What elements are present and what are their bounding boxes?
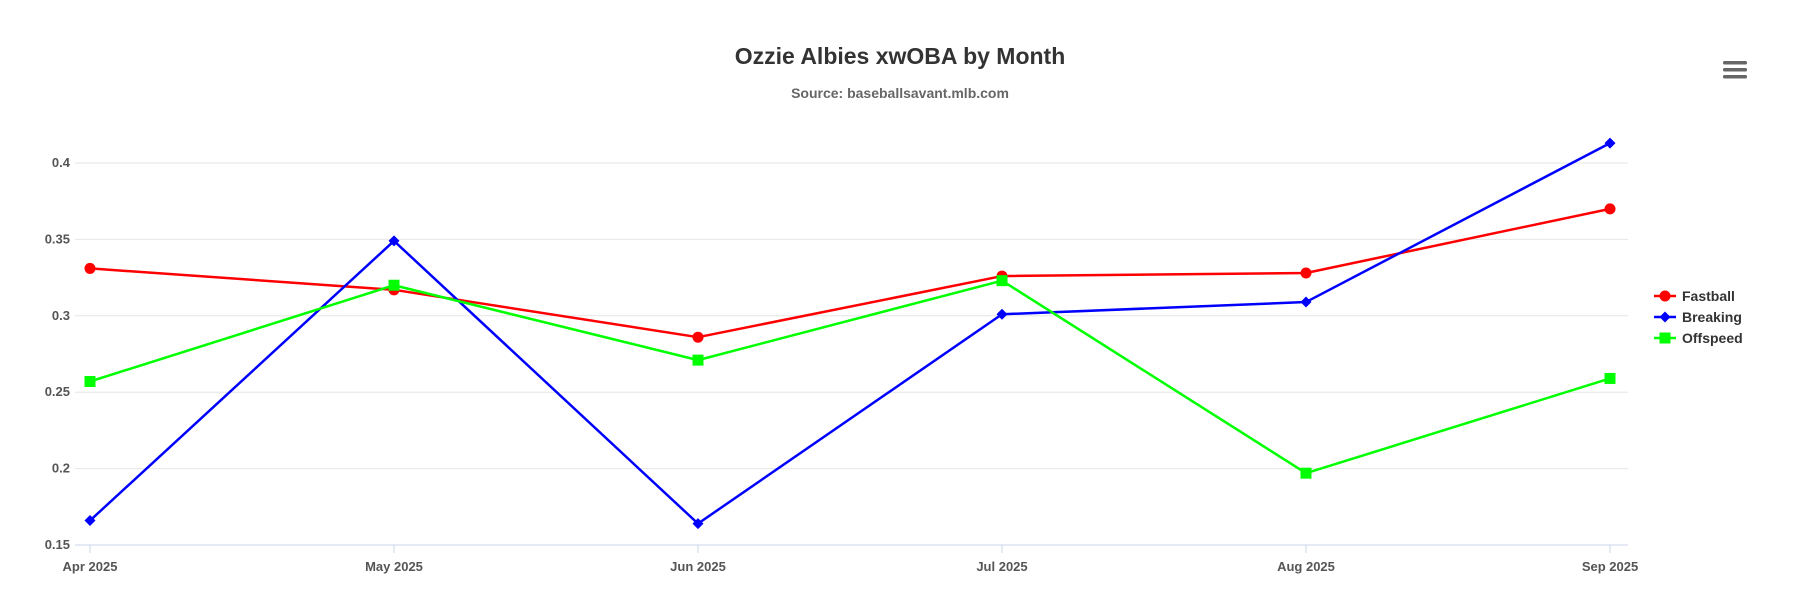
data-point-fastball[interactable] [692, 331, 704, 343]
gridlines [75, 162, 1628, 470]
x-tick-label: May 2025 [365, 559, 423, 574]
data-point-fastball[interactable] [1604, 203, 1616, 215]
data-point-offspeed[interactable] [996, 275, 1008, 287]
legend-marker-breaking[interactable] [1659, 311, 1671, 323]
series-line-fastball [88, 207, 1612, 339]
data-point-breaking[interactable] [692, 518, 704, 530]
series-breaking [84, 137, 1616, 530]
x-axis [75, 544, 1628, 553]
y-tick-label: 0.4 [52, 155, 71, 170]
series-layer [84, 137, 1616, 530]
data-point-fastball[interactable] [84, 262, 96, 274]
data-point-offspeed[interactable] [1604, 372, 1616, 384]
y-tick-label: 0.25 [45, 384, 70, 399]
y-tick-label: 0.35 [45, 231, 70, 246]
legend-item-offspeed[interactable]: Offspeed [1654, 330, 1743, 346]
legend-marker-offspeed[interactable] [1659, 332, 1671, 344]
x-axis-labels: Apr 2025 May 2025 Jun 2025 Jul 2025 Aug 2025… [63, 559, 1639, 574]
series-line-offspeed [88, 279, 1612, 475]
series-fastball [84, 203, 1616, 343]
legend-label: Breaking [1682, 309, 1742, 325]
legend-label: Offspeed [1682, 330, 1743, 346]
data-point-breaking[interactable] [1300, 296, 1312, 308]
legend-label: Fastball [1682, 288, 1735, 304]
x-tick-label: Aug 2025 [1277, 559, 1335, 574]
data-point-breaking[interactable] [1604, 137, 1616, 149]
x-tick-label: Sep 2025 [1582, 559, 1638, 574]
x-tick-label: Apr 2025 [63, 559, 118, 574]
data-point-offspeed[interactable] [692, 354, 704, 366]
series-line-breaking [88, 141, 1612, 525]
y-tick-label: 0.2 [52, 461, 70, 476]
legend-item-fastball[interactable]: Fastball [1654, 288, 1735, 304]
data-point-offspeed[interactable] [84, 376, 96, 388]
y-tick-label: 0.3 [52, 308, 70, 323]
chart-title: Ozzie Albies xwOBA by Month [735, 43, 1066, 69]
data-point-breaking[interactable] [996, 308, 1008, 320]
hamburger-menu-icon[interactable] [1718, 54, 1752, 86]
y-tick-label: 0.15 [45, 537, 70, 552]
legend-marker-fastball[interactable] [1659, 290, 1671, 302]
data-point-breaking[interactable] [84, 515, 96, 527]
legend-item-breaking[interactable]: Breaking [1654, 309, 1742, 325]
legend: Fastball Breaking Offspeed [1654, 288, 1743, 346]
x-tick-label: Jun 2025 [670, 559, 726, 574]
x-tick-label: Jul 2025 [976, 559, 1027, 574]
chart-subtitle: Source: baseballsavant.mlb.com [791, 85, 1009, 101]
y-axis-labels: 0.15 0.2 0.25 0.3 0.35 0.4 [45, 155, 71, 552]
data-point-offspeed[interactable] [388, 279, 400, 291]
series-offspeed [84, 275, 1616, 479]
data-point-fastball[interactable] [1300, 267, 1312, 279]
data-point-offspeed[interactable] [1300, 467, 1312, 479]
data-point-breaking[interactable] [388, 235, 400, 247]
